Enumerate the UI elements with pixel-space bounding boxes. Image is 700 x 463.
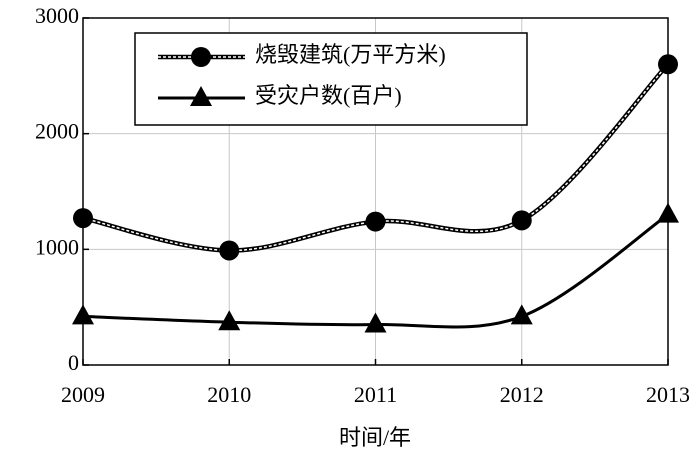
x-tick-label: 2011 <box>354 382 397 407</box>
marker <box>657 202 679 223</box>
marker <box>658 54 678 75</box>
marker <box>72 304 94 325</box>
x-axis-label: 时间/年 <box>339 425 411 450</box>
marker <box>364 312 387 333</box>
y-tick-label: 0 <box>68 350 79 375</box>
legend-label: 烧毁建筑(万平方米) <box>255 42 446 67</box>
legend-marker <box>191 47 211 67</box>
y-tick-label: 3000 <box>35 3 79 28</box>
legend-label: 受灾户数(百户) <box>255 83 402 108</box>
x-tick-label: 2013 <box>646 382 690 407</box>
marker <box>510 304 533 325</box>
legend-marker <box>190 86 212 106</box>
marker <box>511 210 532 231</box>
x-tick-label: 2009 <box>61 382 105 407</box>
x-tick-label: 2012 <box>500 382 544 407</box>
y-tick-label: 2000 <box>35 119 79 144</box>
line-pattern <box>82 63 669 252</box>
marker <box>365 211 386 232</box>
y-tick-label: 1000 <box>35 234 79 259</box>
marker <box>73 208 93 229</box>
x-tick-label: 2010 <box>207 382 251 407</box>
marker <box>219 240 240 261</box>
marker <box>218 310 241 331</box>
